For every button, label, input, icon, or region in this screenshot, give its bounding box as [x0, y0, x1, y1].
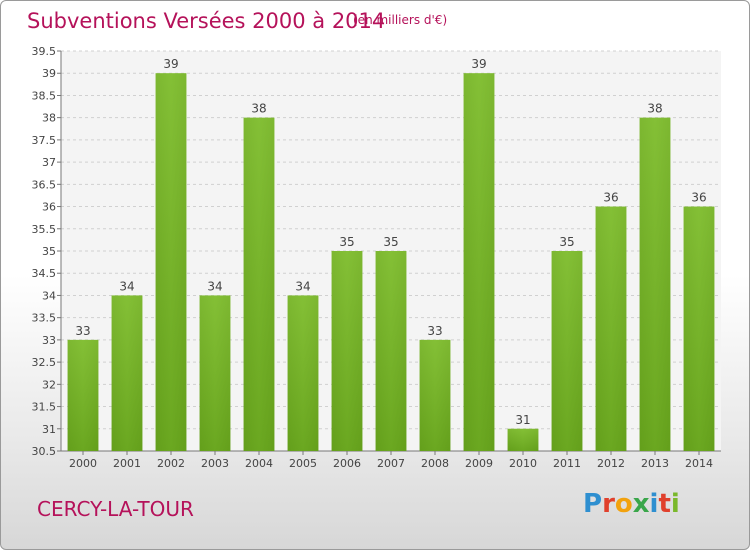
x-tick-label: 2000	[69, 457, 97, 470]
x-tick-label: 2002	[157, 457, 185, 470]
x-tick-label: 2008	[421, 457, 449, 470]
x-tick-label: 2013	[641, 457, 669, 470]
y-tick-label: 31.5	[32, 401, 57, 414]
x-tick-label: 2014	[685, 457, 713, 470]
bar-value-label: 33	[427, 324, 442, 338]
bar-value-label: 34	[295, 279, 310, 293]
bar-highlight	[683, 206, 715, 451]
y-tick-label: 33	[42, 334, 56, 347]
x-tick-label: 2001	[113, 457, 141, 470]
y-tick-label: 31	[42, 423, 56, 436]
bar-highlight	[199, 295, 231, 451]
logo-letter: i	[670, 489, 680, 519]
logo-letter: t	[658, 489, 671, 519]
x-tick-label: 2007	[377, 457, 405, 470]
y-tick-label: 33.5	[32, 312, 57, 325]
bar-highlight	[551, 251, 583, 451]
y-tick-label: 36.5	[32, 178, 57, 191]
bar-value-label: 39	[163, 57, 178, 71]
y-tick-label: 34.5	[32, 267, 57, 280]
y-tick-label: 39	[42, 67, 56, 80]
bar-highlight	[463, 73, 495, 451]
proxiti-logo: Proxiti	[583, 489, 680, 519]
logo-letter: P	[583, 489, 603, 519]
bar-highlight	[331, 251, 363, 451]
bar-highlight	[243, 117, 275, 452]
bar-highlight	[67, 339, 99, 451]
bar-highlight	[419, 339, 451, 451]
y-tick-label: 34	[42, 289, 56, 302]
logo-letter: i	[649, 489, 659, 519]
x-tick-label: 2010	[509, 457, 537, 470]
bar-highlight	[507, 428, 539, 451]
bar-highlight	[639, 117, 671, 452]
y-tick-label: 30.5	[32, 445, 57, 458]
bar-highlight	[111, 295, 143, 451]
bar-highlight	[375, 251, 407, 451]
bar-value-label: 36	[691, 191, 706, 205]
bar-value-label: 31	[515, 413, 530, 427]
bar-value-label: 35	[339, 235, 354, 249]
chart-title: Subventions Versées 2000 à 2014	[27, 9, 386, 33]
logo-letter: r	[602, 489, 615, 519]
logo-letter: x	[632, 489, 650, 519]
y-tick-label: 35.5	[32, 223, 57, 236]
location-name: CERCY-LA-TOUR	[37, 497, 194, 521]
x-tick-label: 2011	[553, 457, 581, 470]
bar-value-label: 39	[471, 57, 486, 71]
x-tick-label: 2003	[201, 457, 229, 470]
x-tick-label: 2012	[597, 457, 625, 470]
logo-letter: o	[614, 489, 633, 519]
bar-value-label: 38	[251, 102, 266, 116]
bar-highlight	[155, 73, 187, 451]
bar-value-label: 38	[647, 102, 662, 116]
y-tick-label: 35	[42, 245, 56, 258]
bar-value-label: 34	[119, 279, 134, 293]
x-tick-label: 2005	[289, 457, 317, 470]
y-tick-label: 32	[42, 378, 56, 391]
x-tick-label: 2006	[333, 457, 361, 470]
bar-value-label: 35	[383, 235, 398, 249]
bar-value-label: 36	[603, 191, 618, 205]
y-tick-label: 39.5	[32, 45, 57, 58]
x-tick-label: 2009	[465, 457, 493, 470]
y-tick-label: 36	[42, 201, 56, 214]
y-tick-label: 38	[42, 112, 56, 125]
y-tick-label: 32.5	[32, 356, 57, 369]
y-tick-label: 37.5	[32, 134, 57, 147]
bar-value-label: 33	[75, 324, 90, 338]
y-tick-label: 38.5	[32, 89, 57, 102]
bar-highlight	[595, 206, 627, 451]
y-tick-label: 37	[42, 156, 56, 169]
x-tick-label: 2004	[245, 457, 273, 470]
bar-highlight	[287, 295, 319, 451]
bar-value-label: 34	[207, 279, 222, 293]
bar-value-label: 35	[559, 235, 574, 249]
chart-unit: (en milliers d'€)	[353, 13, 448, 27]
